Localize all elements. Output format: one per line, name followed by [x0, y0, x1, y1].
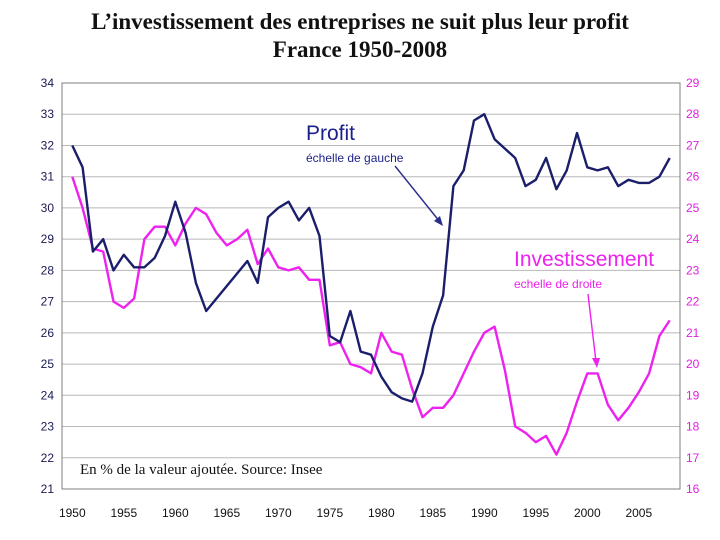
x-axis-tick-label: 1970	[265, 506, 292, 520]
left-axis-ticks: 21 22 23 24 25 26 27 28 29 30 31 32 33 34	[41, 76, 55, 496]
right-axis-ticks: 16 17 18 19 20 21 22 23 24 25 26 27 28 29	[686, 76, 700, 496]
gridlines	[62, 113, 680, 459]
right-axis-tick-label: 22	[686, 295, 700, 309]
right-axis-tick-label: 21	[686, 326, 700, 340]
left-axis-tick-label: 26	[41, 326, 55, 340]
right-axis-tick-label: 16	[686, 482, 700, 496]
profit-pointer-arrowhead	[434, 216, 443, 226]
profit-pointer-arrow	[394, 165, 441, 223]
left-axis-tick-label: 27	[41, 295, 55, 309]
source-note: En % de la valeur ajoutée. Source: Insee	[80, 462, 323, 478]
x-axis-tick-label: 1980	[368, 506, 395, 520]
x-axis-tick-label: 1985	[419, 506, 446, 520]
right-axis-tick-label: 25	[686, 201, 700, 215]
left-axis-tick-label: 28	[41, 263, 55, 277]
investissement-annotation-subtitle: echelle de droite	[514, 277, 602, 291]
right-axis-tick-label: 23	[686, 263, 700, 277]
left-axis-tick-label: 24	[41, 388, 55, 402]
left-axis-tick-label: 31	[41, 170, 55, 184]
right-axis-tick-label: 27	[686, 138, 700, 152]
profit-annotation-title: Profit	[306, 122, 355, 145]
left-axis-tick-label: 22	[41, 451, 55, 465]
right-axis-tick-label: 17	[686, 451, 700, 465]
right-axis-tick-label: 24	[686, 232, 700, 246]
left-axis-tick-label: 21	[41, 482, 55, 496]
right-axis-tick-label: 20	[686, 357, 700, 371]
x-axis-tick-label: 1955	[110, 506, 137, 520]
x-axis-tick-label: 2005	[625, 506, 652, 520]
investissement-annotation-title: Investissement	[514, 248, 654, 271]
right-axis-tick-label: 19	[686, 388, 700, 402]
x-axis-tick-label: 1965	[213, 506, 240, 520]
plot-frame	[61, 82, 681, 490]
left-axis-tick-label: 29	[41, 232, 55, 246]
left-axis-tick-label: 33	[41, 107, 55, 121]
left-axis-tick-label: 30	[41, 201, 55, 215]
chart-subtitle: France 1950-2008	[272, 37, 448, 62]
chart-title: L’investissement des entreprises ne suit…	[91, 9, 629, 34]
left-axis-tick-label: 23	[41, 420, 55, 434]
x-axis-tick-label: 2000	[574, 506, 601, 520]
x-axis-tick-label: 1990	[471, 506, 498, 520]
right-axis-tick-label: 26	[686, 170, 700, 184]
right-axis-tick-label: 18	[686, 420, 700, 434]
profit-line	[71, 113, 671, 403]
right-axis-tick-label: 29	[686, 76, 700, 90]
investissement-line	[71, 176, 671, 456]
left-axis-tick-label: 34	[41, 76, 55, 90]
x-axis-tick-label: 1975	[316, 506, 343, 520]
x-axis-ticks: 1950 1955 1960 1965 1970 1975 1980 1985 1990 1995…	[59, 506, 653, 520]
x-axis-tick-label: 1995	[522, 506, 549, 520]
left-axis-tick-label: 25	[41, 357, 55, 371]
investissement-pointer-arrowhead	[592, 358, 600, 368]
right-axis-tick-label: 28	[686, 107, 700, 121]
x-axis-tick-label: 1950	[59, 506, 86, 520]
investissement-pointer-arrow	[587, 293, 597, 363]
left-axis-tick-label: 32	[41, 138, 55, 152]
x-axis-tick-label: 1960	[162, 506, 189, 520]
profit-annotation-subtitle: échelle de gauche	[306, 151, 404, 165]
